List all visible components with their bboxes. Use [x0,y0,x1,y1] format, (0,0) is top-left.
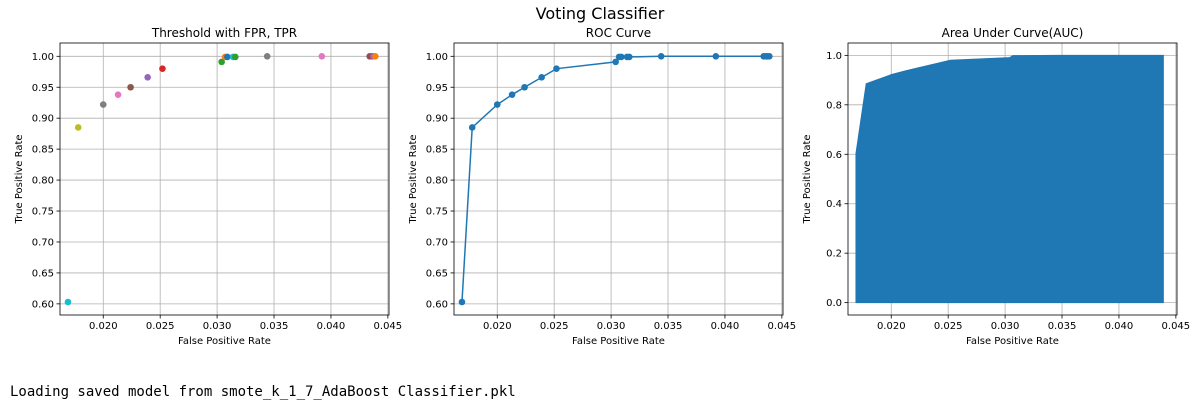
threshold-point [127,83,134,91]
roc-point [493,101,501,108]
threshold-point [99,101,107,108]
roc-point [538,74,545,81]
threshold-point [372,53,379,60]
x-tick-label: 0.020 [89,321,118,332]
x-tick-label: 0.035 [260,321,289,332]
x-tick-label: 0.025 [146,321,175,332]
y-tick-label: 0.85 [426,145,448,156]
roc-point [612,58,619,66]
x-tick-label: 0.040 [1105,321,1134,332]
roc-point [458,298,466,306]
threshold-point [74,124,82,131]
x-tick-label: 0.040 [317,321,346,332]
x-tick-label: 0.030 [991,321,1020,332]
threshold-point [218,58,225,66]
y-axis-label: True Positive Rate [408,134,419,224]
y-tick-label: 0.75 [426,207,448,218]
x-tick-label: 0.025 [934,321,963,332]
y-tick-label: 0.60 [426,299,448,310]
log-output-line: Loading saved model from smote_k_1_7_Ada… [10,384,516,400]
chart-3: Area Under Curve(AUC) 0.020 0.025 0.030 0.03… [802,26,1190,347]
chart-title: Area Under Curve(AUC) [942,26,1084,40]
y-tick-label: 0.8 [826,100,842,111]
y-tick-label: 0.4 [826,199,842,210]
x-tick-label: 0.030 [597,321,626,332]
roc-point [657,53,665,60]
x-axis-label: False Positive Rate [178,336,271,347]
roc-point [618,53,625,61]
roc-point [521,83,528,91]
chart-title: Threshold with FPR, TPR [151,26,297,40]
y-tick-label: 0.6 [826,150,842,161]
x-tick-label: 0.045 [1162,321,1191,332]
threshold-point [159,65,166,72]
threshold-point [263,53,271,60]
y-tick-label: 0.0 [826,298,842,309]
chart-1: Threshold with FPR, TPR 0.020 0.025 0.030 0.… [14,26,402,347]
axes-frame [453,42,784,316]
roc-point [553,65,560,72]
y-tick-label: 0.60 [32,299,54,310]
y-tick-label: 1.0 [826,51,842,62]
threshold-point [64,298,72,306]
y-tick-label: 0.65 [32,268,54,279]
x-tick-label: 0.045 [768,321,797,332]
roc-point [626,53,633,61]
x-tick-label: 0.040 [711,321,740,332]
y-tick-label: 0.80 [32,176,54,187]
y-tick-label: 1.00 [426,52,448,63]
x-tick-label: 0.020 [877,321,906,332]
y-tick-label: 0.95 [32,83,54,94]
threshold-point [232,53,239,61]
y-tick-label: 0.85 [32,145,54,156]
auc-area [855,54,1164,304]
x-tick-label: 0.030 [203,321,232,332]
threshold-point [224,53,231,61]
x-tick-label: 0.025 [540,321,569,332]
x-tick-label: 0.035 [654,321,683,332]
x-axis-label: False Positive Rate [966,336,1059,347]
roc-point [712,53,720,60]
threshold-point [318,53,326,60]
roc-line [461,55,770,303]
y-tick-label: 0.90 [32,114,54,125]
y-tick-label: 0.75 [32,207,54,218]
y-axis-label: True Positive Rate [14,134,25,224]
threshold-point [144,74,151,81]
y-tick-label: 0.90 [426,114,448,125]
y-axis-label: True Positive Rate [802,134,813,224]
figure-title: Voting Classifier [536,4,665,23]
plots-group: Threshold with FPR, TPR 0.020 0.025 0.030 0.… [14,26,1190,347]
x-tick-label: 0.020 [483,321,512,332]
y-tick-label: 0.70 [426,237,448,248]
y-tick-label: 0.2 [826,249,842,260]
x-axis-label: False Positive Rate [572,336,665,347]
y-tick-label: 0.80 [426,176,448,187]
roc-point [468,124,476,131]
y-tick-label: 0.65 [426,268,448,279]
roc-point [766,53,773,60]
y-tick-label: 0.70 [32,237,54,248]
x-tick-label: 0.045 [374,321,403,332]
y-tick-label: 1.00 [32,52,54,63]
chart-title: ROC Curve [586,26,651,40]
axes-frame [847,42,1178,316]
y-tick-label: 0.95 [426,83,448,94]
roc-point [508,91,516,98]
threshold-point [114,91,122,98]
chart-2: ROC Curve 0.020 0.025 0.030 0.035 0.040 0.045 0… [408,26,796,347]
axes-frame [59,42,390,316]
x-tick-label: 0.035 [1048,321,1077,332]
